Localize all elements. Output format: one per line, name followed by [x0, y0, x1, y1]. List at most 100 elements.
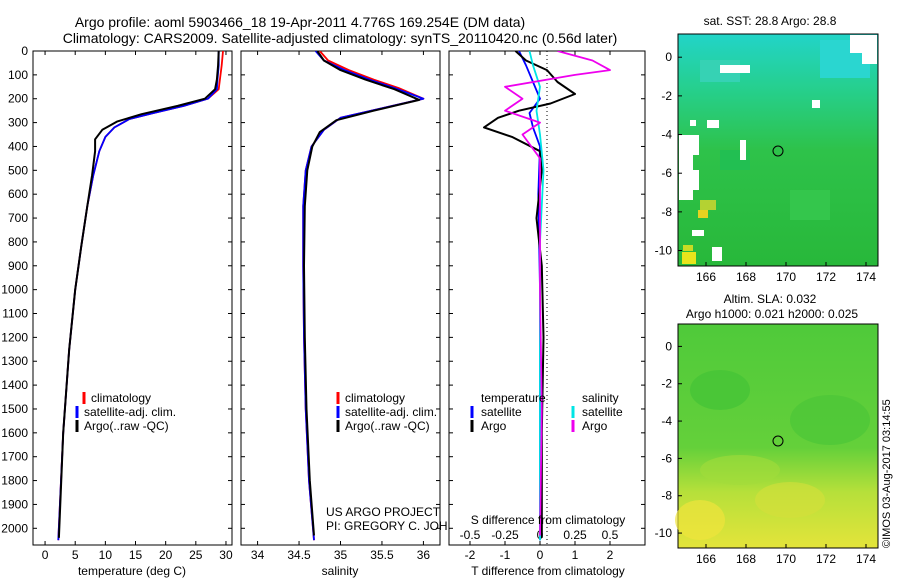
salinity-xlabel: salinity: [322, 564, 359, 578]
pressure-tick-label: 1800: [1, 474, 28, 488]
sla-lon-tick-label: 174: [856, 552, 876, 566]
sst-lat-tick-label: -2: [661, 89, 672, 103]
title-line-2: Climatology: CARS2009. Satellite-adjuste…: [63, 30, 618, 46]
t-difference-xlabel: T difference from climatology: [471, 564, 625, 578]
legend-argo-sal: Argo(..raw -QC): [345, 419, 430, 433]
salinity-xtick-label: 36: [417, 548, 431, 562]
legend-sal-argo: Argo: [582, 419, 608, 433]
sla-lon-tick-label: 168: [736, 552, 756, 566]
pressure-tick-label: 1500: [1, 402, 28, 416]
sst-lat-tick-label: -8: [661, 205, 672, 219]
sst-lon-tick-label: 168: [736, 270, 756, 284]
difference-xtick-label: -1: [500, 548, 511, 562]
sla-lat-tick-label: -2: [661, 377, 672, 391]
sla-map-title-1: Altim. SLA: 0.032: [724, 292, 817, 306]
pressure-tick-label: 300: [8, 116, 28, 130]
sst-lon-tick-label: 174: [856, 270, 876, 284]
pressure-tick-label: 1600: [1, 426, 28, 440]
legend-salinity-head: salinity: [582, 391, 619, 405]
salinity-series-argo-raw-qc-: [303, 51, 421, 536]
sla-lat-tick-label: -6: [661, 451, 672, 465]
legend-argo: Argo(..raw -QC): [84, 419, 169, 433]
legend-temp-satellite: satellite: [481, 405, 522, 419]
pressure-tick-label: 1900: [1, 497, 28, 511]
sst-map-title: sat. SST: 28.8 Argo: 28.8: [704, 14, 837, 28]
sst-lat-tick-label: -10: [655, 244, 673, 258]
s-difference-tick-label: -0.5: [460, 528, 481, 542]
s-difference-tick-label: 0.5: [602, 528, 619, 542]
legend-sal-satellite: satellite: [582, 405, 623, 419]
sla-lon-tick-label: 170: [776, 552, 796, 566]
temperature-xtick-label: 10: [99, 548, 113, 562]
pressure-tick-label: 1700: [1, 450, 28, 464]
pressure-tick-label: 400: [8, 139, 28, 153]
temperature-xtick-label: 30: [219, 548, 233, 562]
sst-lon-tick-label: 166: [696, 270, 716, 284]
difference-xtick-label: 2: [607, 548, 614, 562]
sst-lat-tick-label: 0: [665, 50, 672, 64]
difference-series-salinity-argo: [504, 51, 611, 536]
sla-lat-tick-label: -10: [655, 526, 673, 540]
sla-float-marker: [772, 435, 784, 447]
pressure-tick-label: 1000: [1, 283, 28, 297]
temperature-xtick-label: 5: [72, 548, 79, 562]
pressure-tick-label: 500: [8, 163, 28, 177]
salinity-xtick-label: 35: [334, 548, 348, 562]
legend-temp-argo: Argo: [481, 419, 507, 433]
sst-float-marker: [772, 145, 784, 157]
salinity-panel: 34 34.5 35 35.5 36 climatology satellite-adj…: [240, 50, 482, 578]
pressure-tick-label: 900: [8, 259, 28, 273]
pressure-tick-label: 600: [8, 187, 28, 201]
salinity-xtick-label: 34.5: [287, 548, 311, 562]
sla-lat-tick-label: -4: [661, 414, 672, 428]
project-line-1: US ARGO PROJECT: [326, 505, 441, 519]
salinity-xtick-label: 35.5: [370, 548, 394, 562]
sla-map-blobs: [675, 370, 870, 540]
s-difference-tick-label: -0.25: [491, 528, 519, 542]
salinity-xtick-label: 34: [251, 548, 265, 562]
legend-temperature-head: temperature: [481, 391, 546, 405]
sst-lon-tick-label: 170: [776, 270, 796, 284]
pressure-tick-label: 200: [8, 92, 28, 106]
watermark: ©IMOS 03-Aug-2017 03:14:55: [881, 399, 893, 548]
sst-map-speckle: [682, 40, 870, 264]
pressure-tick-label: 2000: [1, 521, 28, 535]
pressure-tick-label: 800: [8, 235, 28, 249]
sla-map-panel: Altim. SLA: 0.032 Argo h1000: 0.021 h200…: [655, 292, 879, 566]
difference-xtick-label: -2: [465, 548, 476, 562]
difference-legend: temperature salinity satellite Argo sate…: [470, 391, 623, 433]
difference-panel: -2 -1 0 1 2-0.5 -0.25 0 0.25 0.5 temperature sal…: [448, 50, 646, 578]
pressure-tick-label: 1400: [1, 378, 28, 392]
sst-cloud-mask: [679, 35, 877, 261]
difference-xtick-label: 1: [572, 548, 579, 562]
temperature-xtick-label: 0: [42, 548, 49, 562]
temperature-series-argo-raw-qc-: [57, 51, 220, 538]
temperature-xtick-label: 15: [129, 548, 143, 562]
legend-climatology: climatology: [91, 391, 151, 405]
pressure-tick-label: 0: [21, 44, 28, 58]
sla-lon-tick-label: 166: [696, 552, 716, 566]
difference-plot-frame: [448, 50, 646, 546]
difference-xtick-label: 0: [537, 548, 544, 562]
pressure-tick-label: 1100: [2, 307, 28, 321]
temperature-legend: climatology satellite-adj. clim. Argo(..…: [75, 391, 176, 433]
s-difference-tick-label: 0.25: [563, 528, 587, 542]
legend-satellite: satellite-adj. clim.: [84, 405, 176, 419]
pressure-tick-label: 700: [8, 211, 28, 225]
sla-map-title-2: Argo h1000: 0.021 h2000: 0.025: [686, 307, 858, 321]
pressure-tick-label: 100: [8, 68, 28, 82]
sst-lat-tick-label: -6: [661, 166, 672, 180]
temperature-panel: 0100200300400500600700800900100011001200…: [1, 44, 233, 578]
sst-map-panel: sat. SST: 28.8 Argo: 28.8: [655, 14, 879, 284]
s-difference-xlabel: S difference from climatology: [471, 513, 626, 527]
legend-climatology-sal: climatology: [345, 391, 405, 405]
legend-satellite-sal: satellite-adj. clim.: [345, 405, 437, 419]
salinity-legend: climatology satellite-adj. clim. Argo(..…: [336, 391, 437, 433]
sla-lat-tick-label: -8: [661, 489, 672, 503]
sst-lat-tick-label: -4: [661, 128, 672, 142]
pressure-tick-label: 1300: [1, 354, 28, 368]
sla-lon-tick-label: 172: [816, 552, 836, 566]
pressure-tick-label: 1200: [1, 330, 28, 344]
sla-lat-tick-label: 0: [665, 339, 672, 353]
